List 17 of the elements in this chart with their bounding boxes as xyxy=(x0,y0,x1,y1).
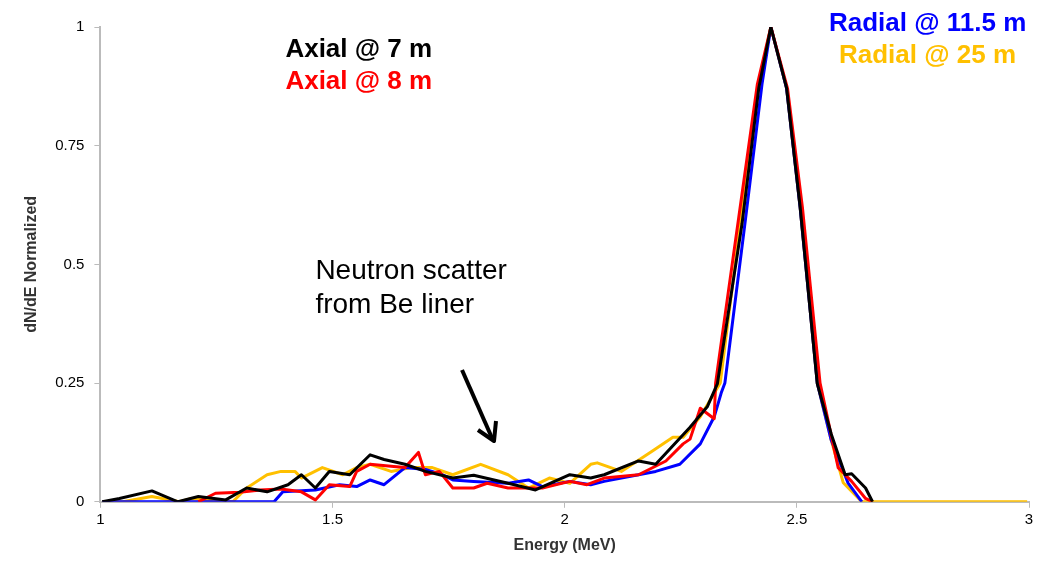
x-tick-label: 1.5 xyxy=(322,509,343,527)
x-axis-title: Energy (MeV) xyxy=(513,535,616,553)
text: Radial @ 25 m xyxy=(839,39,1017,70)
x-tick-label: 3 xyxy=(1024,509,1034,527)
text: Axial @ 8 m xyxy=(285,65,433,96)
x-tick-label: 2 xyxy=(560,509,569,527)
y-tick-label: 0 xyxy=(76,491,85,509)
x-tick-label: 2.5 xyxy=(786,509,808,527)
y-axis-title: dN/dE Normalized xyxy=(22,195,40,333)
y-tick-label: 0.75 xyxy=(55,135,85,153)
text: Radial @ 11.5 m xyxy=(829,7,1027,38)
y-tick-label: 1 xyxy=(76,17,85,35)
y-tick-label: 0.25 xyxy=(55,373,85,391)
annotation: Neutron scatter from Be liner xyxy=(315,253,507,319)
x-tick-label: 1 xyxy=(96,509,105,527)
text: Axial @ 7 m xyxy=(285,33,433,64)
y-tick-label: 0.5 xyxy=(63,254,85,272)
